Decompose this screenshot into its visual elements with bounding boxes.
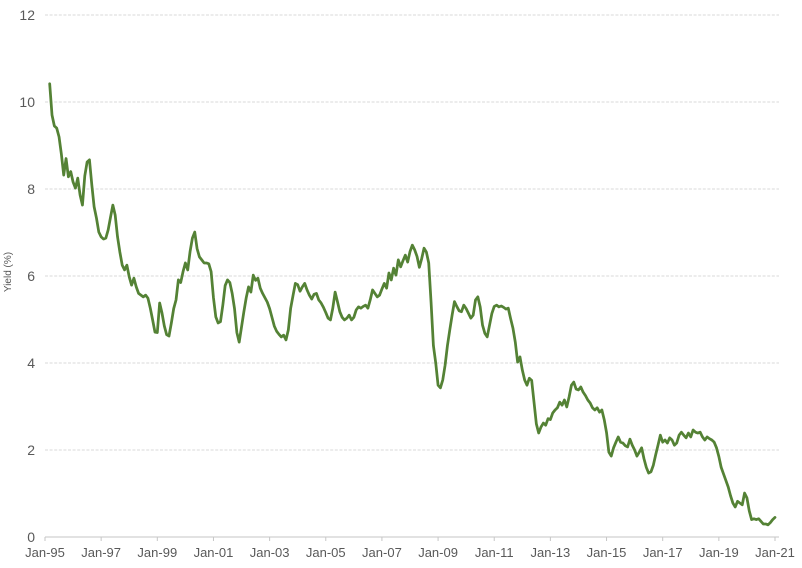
x-tick-label: Jan-09 xyxy=(418,545,458,560)
x-tick-label: Jan-05 xyxy=(306,545,346,560)
x-tick-label: Jan-07 xyxy=(362,545,402,560)
yield-series-line xyxy=(48,82,777,527)
x-tick-label: Jan-17 xyxy=(643,545,683,560)
y-tick-label: 0 xyxy=(27,529,35,545)
x-tick-label: Jan-21 xyxy=(755,545,795,560)
y-tick-label: 6 xyxy=(27,268,35,284)
x-tick-label: Jan-01 xyxy=(194,545,234,560)
x-tick-label: Jan-11 xyxy=(475,545,514,560)
x-tick-label: Jan-03 xyxy=(250,545,290,560)
y-tick-label: 8 xyxy=(27,181,35,197)
y-tick-label: 2 xyxy=(27,442,35,458)
x-tick-label: Jan-13 xyxy=(531,545,571,560)
y-tick-label: 12 xyxy=(19,7,35,23)
x-tick-label: Jan-95 xyxy=(25,545,65,560)
y-tick-label: 10 xyxy=(19,94,35,110)
y-axis-title: Yield (%) xyxy=(3,252,14,292)
x-tick-label: Jan-19 xyxy=(699,545,739,560)
x-tick-label: Jan-97 xyxy=(81,545,121,560)
x-tick-label: Jan-15 xyxy=(587,545,627,560)
y-tick-label: 4 xyxy=(27,355,35,371)
x-tick-label: Jan-99 xyxy=(137,545,177,560)
